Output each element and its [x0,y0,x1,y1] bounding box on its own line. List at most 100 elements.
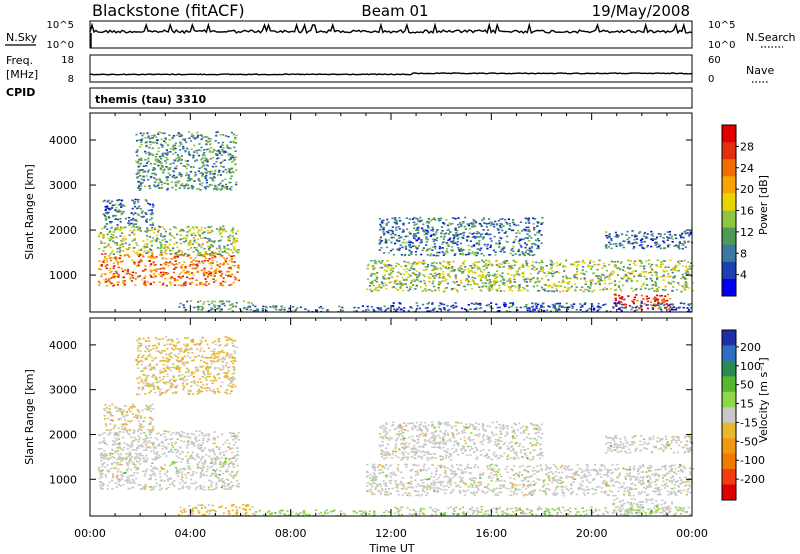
echo-cell [397,282,400,285]
echo-cell [429,235,432,237]
echo-cell [115,206,118,209]
echo-cell [144,434,148,437]
echo-cell [502,247,505,250]
echo-cell [213,275,216,277]
echo-cell [375,278,378,280]
echo-cell [188,436,191,439]
echo-cell [228,284,231,287]
echo-cell [651,238,654,240]
echo-cell [117,457,120,459]
echo-cell [190,261,193,263]
echo-cell [531,264,534,267]
echo-cell [138,445,141,447]
echo-cell [404,235,407,238]
echo-cell [650,278,653,280]
echo-cell [383,263,386,266]
echo-cell [194,257,197,259]
echo-cell [399,281,402,284]
echo-cell [478,243,481,246]
echo-cell [121,280,124,282]
echo-cell [232,376,235,379]
echo-cell [149,263,153,265]
echo-cell [237,279,241,282]
echo-cell [131,230,135,233]
echo-cell [618,300,621,303]
echo-cell [433,261,436,264]
echo-cell [114,450,117,453]
echo-cell [528,239,531,242]
echo-cell [206,185,209,188]
echo-cell [131,276,135,279]
echo-cell [544,284,547,286]
echo-cell [219,162,222,164]
echo-cell [651,284,654,286]
echo-cell [172,135,176,137]
echo-cell [180,162,183,165]
echo-cell [652,304,655,307]
echo-cell [651,239,654,241]
echo-cell [215,352,218,355]
echo-cell [438,274,441,277]
echo-cell [136,455,139,457]
echo-cell [408,269,411,272]
echo-cell [397,263,400,266]
echo-cell [224,483,227,485]
echo-cell [574,273,577,276]
echo-cell [137,214,140,216]
echo-cell [213,173,216,175]
echo-cell [194,160,197,162]
echo-cell [186,160,190,162]
echo-cell [140,159,143,161]
echo-cell [422,230,425,232]
echo-cell [551,275,554,278]
echo-cell [507,286,510,288]
echo-cell [578,261,581,263]
echo-cell [551,286,554,289]
echo-cell [120,460,123,462]
echo-cell [548,305,551,308]
echo-cell [524,251,527,254]
echo-cell [431,218,434,221]
echo-cell [126,270,129,273]
echo-cell [104,475,108,478]
echo-cell [185,183,188,185]
echo-cell [153,134,156,137]
echo-cell [176,468,179,471]
echo-cell [226,439,229,441]
echo-cell [141,454,144,457]
echo-cell [624,274,627,276]
echo-cell [632,270,635,272]
echo-cell [116,226,119,229]
echo-cell [131,271,134,274]
echo-cell [542,269,545,271]
echo-cell [204,461,207,464]
echo-cell [413,268,416,271]
echo-cell [217,307,221,309]
echo-cell [221,251,224,253]
echo-cell [463,308,466,310]
echo-cell [100,242,103,244]
echo-cell [223,159,226,161]
echo-cell [536,277,539,280]
echo-cell [511,267,514,269]
echo-cell [101,473,104,475]
echo-cell [139,459,142,461]
echo-cell [103,431,106,434]
echo-cell [133,471,136,474]
echo-cell [647,263,651,265]
echo-cell [503,251,506,253]
echo-cell [134,464,137,466]
echo-cell [215,482,218,485]
echo-cell [213,163,216,165]
echo-cell [166,189,169,191]
echo-cell [120,474,123,477]
echo-cell [671,303,674,306]
echo-cell [134,458,137,460]
echo-cell [588,265,591,268]
echo-cell [161,154,164,156]
echo-cell [220,486,223,489]
echo-cell [147,135,150,137]
echo-cell [656,246,659,248]
echo-cell [151,237,154,239]
echo-cell [426,224,429,227]
